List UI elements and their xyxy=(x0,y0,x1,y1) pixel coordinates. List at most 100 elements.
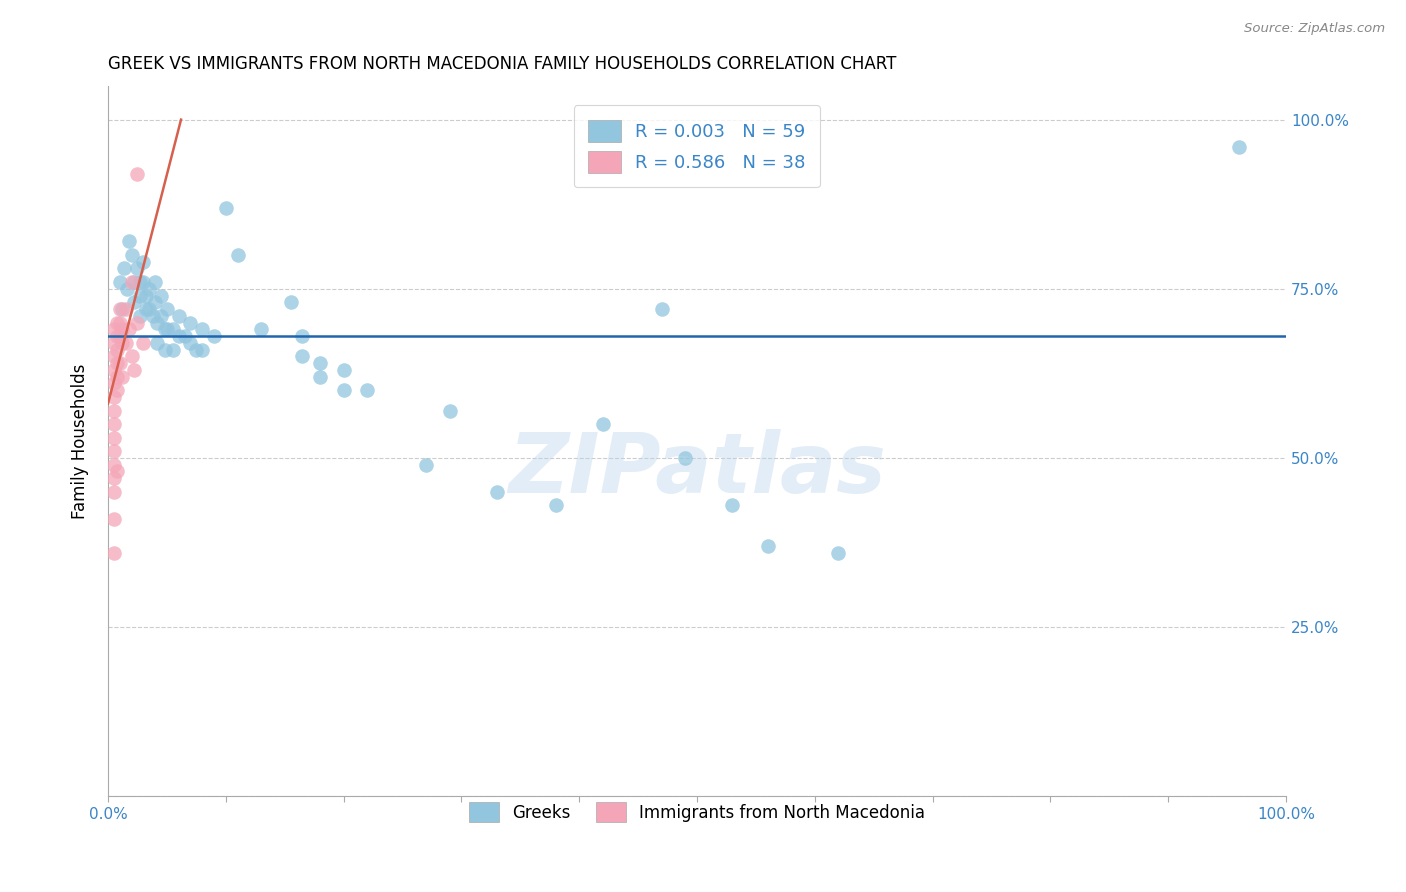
Point xyxy=(121,248,143,262)
Point xyxy=(673,450,696,465)
Point xyxy=(122,363,145,377)
Point xyxy=(156,301,179,316)
Point xyxy=(167,309,190,323)
Point xyxy=(103,431,125,445)
Point xyxy=(128,275,150,289)
Point xyxy=(132,254,155,268)
Point xyxy=(114,261,136,276)
Point xyxy=(114,301,136,316)
Point xyxy=(309,356,332,370)
Point xyxy=(143,295,166,310)
Point xyxy=(122,275,145,289)
Point xyxy=(127,167,149,181)
Point xyxy=(121,275,143,289)
Point xyxy=(107,316,129,330)
Point xyxy=(107,343,129,357)
Point xyxy=(280,295,302,310)
Point xyxy=(150,288,173,302)
Point xyxy=(143,275,166,289)
Point xyxy=(138,301,160,316)
Point xyxy=(651,301,673,316)
Point xyxy=(1227,139,1250,153)
Point xyxy=(150,309,173,323)
Text: GREEK VS IMMIGRANTS FROM NORTH MACEDONIA FAMILY HOUSEHOLDS CORRELATION CHART: GREEK VS IMMIGRANTS FROM NORTH MACEDONIA… xyxy=(108,55,897,73)
Point xyxy=(103,545,125,559)
Point xyxy=(439,403,461,417)
Text: ZIPatlas: ZIPatlas xyxy=(508,429,886,510)
Point xyxy=(332,383,354,397)
Point xyxy=(156,322,179,336)
Legend: Greeks, Immigrants from North Macedonia: Greeks, Immigrants from North Macedonia xyxy=(457,790,936,834)
Point xyxy=(127,261,149,276)
Point xyxy=(103,363,125,377)
Point xyxy=(146,335,169,350)
Point xyxy=(108,329,131,343)
Point xyxy=(153,322,176,336)
Point xyxy=(107,369,129,384)
Point xyxy=(132,335,155,350)
Point xyxy=(146,316,169,330)
Point xyxy=(107,383,129,397)
Point xyxy=(103,350,125,364)
Point xyxy=(415,458,437,472)
Point xyxy=(356,383,378,397)
Point xyxy=(135,301,157,316)
Point xyxy=(592,417,614,431)
Point xyxy=(111,301,134,316)
Point xyxy=(115,282,138,296)
Point xyxy=(108,275,131,289)
Point xyxy=(215,201,238,215)
Point xyxy=(103,417,125,431)
Point xyxy=(162,343,184,357)
Point xyxy=(186,343,208,357)
Point xyxy=(103,512,125,526)
Point xyxy=(309,369,332,384)
Point xyxy=(118,322,141,336)
Point xyxy=(103,322,125,336)
Point xyxy=(103,444,125,458)
Point xyxy=(103,403,125,417)
Point xyxy=(332,363,354,377)
Point xyxy=(191,343,214,357)
Point xyxy=(202,329,225,343)
Point xyxy=(103,376,125,391)
Point xyxy=(108,356,131,370)
Point xyxy=(291,350,314,364)
Point xyxy=(153,343,176,357)
Text: Source: ZipAtlas.com: Source: ZipAtlas.com xyxy=(1244,22,1385,36)
Point xyxy=(103,484,125,499)
Point xyxy=(179,316,201,330)
Point xyxy=(111,369,134,384)
Point xyxy=(114,335,136,350)
Point xyxy=(107,356,129,370)
Point xyxy=(127,316,149,330)
Point xyxy=(827,545,849,559)
Point xyxy=(107,464,129,478)
Point xyxy=(135,288,157,302)
Point xyxy=(111,322,134,336)
Point xyxy=(128,309,150,323)
Point xyxy=(118,235,141,249)
Point xyxy=(108,301,131,316)
Point xyxy=(191,322,214,336)
Point xyxy=(107,329,129,343)
Point xyxy=(291,329,314,343)
Point xyxy=(721,498,744,512)
Point xyxy=(103,471,125,485)
Point xyxy=(111,335,134,350)
Point xyxy=(485,484,508,499)
Point xyxy=(142,309,165,323)
Point xyxy=(108,316,131,330)
Point xyxy=(121,350,143,364)
Y-axis label: Family Households: Family Households xyxy=(72,363,89,518)
Point xyxy=(756,539,779,553)
Point xyxy=(173,329,195,343)
Point xyxy=(103,335,125,350)
Point xyxy=(103,458,125,472)
Point xyxy=(128,288,150,302)
Point xyxy=(162,322,184,336)
Point xyxy=(250,322,273,336)
Point xyxy=(122,295,145,310)
Point xyxy=(103,390,125,404)
Point xyxy=(179,335,201,350)
